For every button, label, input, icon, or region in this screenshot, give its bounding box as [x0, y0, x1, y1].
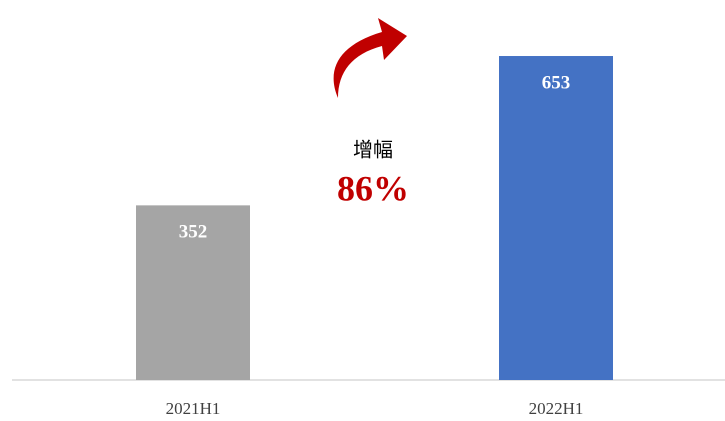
x-tick-label: 2022H1: [529, 399, 584, 418]
annotation-value: 86%: [337, 168, 409, 208]
data-label: 653: [542, 72, 571, 93]
x-tick-label: 2021H1: [166, 399, 221, 418]
bar: [136, 205, 250, 380]
annotation-label: 增幅: [353, 139, 393, 162]
data-label: 352: [179, 222, 208, 243]
growth-arrow: [333, 18, 407, 98]
bar: [499, 56, 613, 381]
